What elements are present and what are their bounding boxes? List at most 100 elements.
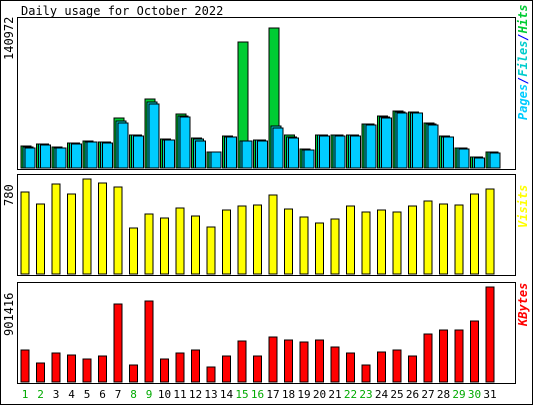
visits-bar [284,208,293,275]
hits-legend: Pages/Files/Hits [516,4,530,120]
day-label: 4 [68,388,75,401]
kbytes-bar [268,336,278,383]
pages-bar [241,140,253,169]
day-label: 29 [452,388,465,401]
kbytes-bar [392,349,402,383]
day-labels: 1 2 3 4 5 6 7 8 9 10 11 12 13 14 15 16 17 18 19 20 21 22 23 24 2… [22,388,497,401]
pages-bar [458,148,470,169]
kbytes-bar [237,340,247,383]
visits-bar [98,182,107,275]
pages-bar [334,135,346,169]
visits-bar [330,218,340,275]
pages-bar [257,140,268,169]
kbytes-bar [485,286,495,383]
pages-bar [427,124,439,169]
visits-max-label: 780 [2,184,16,206]
day-label: 18 [282,388,295,401]
day-label: 9 [146,388,153,401]
day-label: 26 [406,388,419,401]
pages-bar [117,122,129,169]
legend-pages: Pages [516,84,530,120]
pages-bar [226,136,237,169]
kbytes-bar [423,333,433,383]
kbytes-bar [20,349,30,383]
day-label: 7 [115,388,122,401]
day-label: 12 [189,388,202,401]
visits-bar [82,178,92,275]
pages-bar [55,147,67,169]
pages-bar [179,116,191,169]
day-label: 21 [328,388,341,401]
kbytes-bar [470,320,479,383]
pages-bar [381,117,392,169]
visits-bar [454,204,464,275]
kbytes-bar [206,366,216,383]
pages-bar [148,103,160,169]
legend-separator: / [516,77,530,84]
visits-bar [222,209,231,275]
visits-bar [423,200,433,275]
day-label: 13 [204,388,217,401]
pages-bar [40,144,51,169]
kbytes-bar [439,329,448,383]
day-label: 5 [84,388,91,401]
kbytes-bar [361,364,371,383]
visits-bar [315,222,324,275]
day-label: 31 [483,388,496,401]
visits-panel: 780 Visits [2,174,530,276]
hits-bars [20,27,501,169]
visits-bar [51,183,61,275]
hits-max-label: 140972 [2,17,16,60]
day-label: 24 [375,388,389,401]
pages-bar [319,135,330,169]
visits-bar [191,215,200,275]
visits-bar [144,213,154,275]
kbytes-bar [98,355,107,383]
day-label: 10 [158,388,171,401]
pages-bar [195,140,206,169]
kbytes-bar [377,351,386,383]
visits-bar [253,204,262,275]
kbytes-bars [20,286,495,383]
visits-bars [20,178,495,275]
pages-bar [102,142,113,169]
pages-bar [86,141,98,169]
pages-bar [412,112,423,169]
visits-bar [160,217,169,275]
kbytes-bar [330,346,340,383]
chart-title: Daily usage for October 2022 [21,4,223,18]
day-label: 25 [390,388,403,401]
pages-bar [210,151,222,169]
day-label: 19 [297,388,310,401]
kbytes-bar [408,355,417,383]
svg-text:Pages/Files/Hits: Pages/Files/Hits [516,4,530,120]
visits-bar [470,193,479,275]
kbytes-panel: 901416 KBytes [2,282,530,384]
legend-hits: Hits [516,4,530,34]
legend-separator: / [516,33,530,40]
kbytes-bar [191,349,200,383]
pages-bar [396,112,408,169]
kbytes-bar [175,352,185,383]
pages-bar [24,147,36,169]
pages-bar [350,135,361,169]
day-label: 23 [359,388,372,401]
visits-bar [129,227,138,275]
kbytes-bar [144,300,154,383]
kbytes-bar [253,355,262,383]
kbytes-bar [51,352,61,383]
day-label: 3 [53,388,60,401]
kbytes-bar [299,341,309,383]
pages-bar [489,152,501,169]
pages-bar [272,127,284,169]
visits-bar [175,207,185,275]
visits-bar [113,186,123,275]
kbytes-bar [284,339,293,383]
day-label: 14 [220,388,234,401]
day-label: 27 [421,388,434,401]
visits-bar [299,216,309,275]
day-label: 8 [130,388,137,401]
pages-bar [303,149,315,169]
kbytes-bar [315,339,324,383]
